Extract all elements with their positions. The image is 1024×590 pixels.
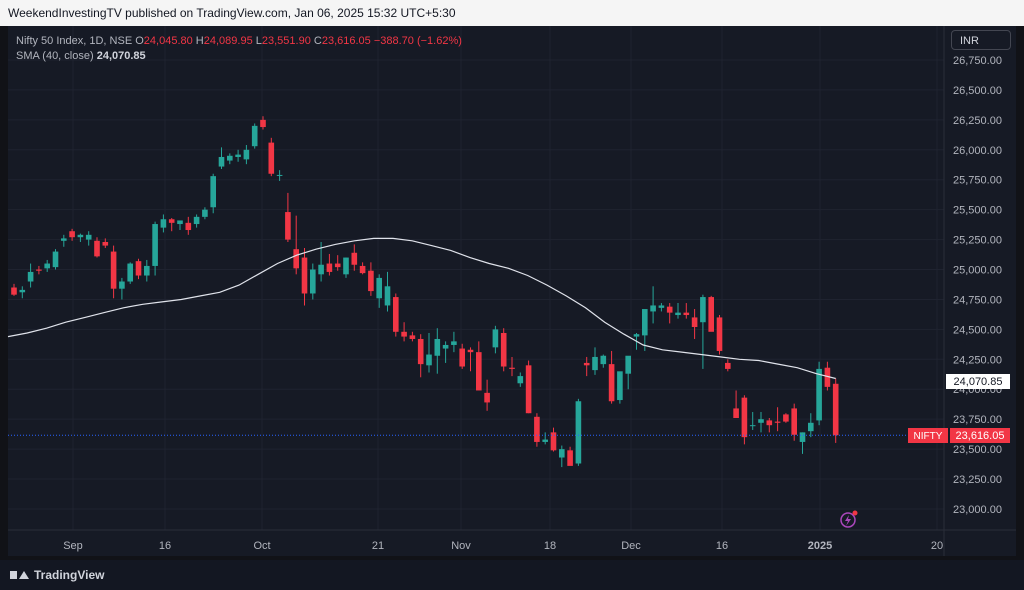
- tradingview-logo-icon: [10, 569, 29, 581]
- change-value: −388.70 (−1.62%): [373, 35, 462, 47]
- footer-brand: TradingView: [34, 568, 105, 582]
- low-value: 23,551.90: [261, 35, 311, 47]
- footer-bar: TradingView: [0, 560, 1024, 590]
- sma-value: 24,070.85: [96, 50, 146, 62]
- currency-button[interactable]: INR: [951, 30, 1011, 50]
- close-value: 23,616.05: [321, 35, 371, 47]
- close-label: C: [313, 35, 322, 47]
- high-value: 24,089.95: [203, 35, 253, 47]
- ohlc-row: Nifty 50 Index, 1D, NSE O24,045.80 H24,0…: [16, 34, 462, 49]
- low-label: L: [255, 35, 262, 47]
- tradingview-logo[interactable]: TradingView: [10, 568, 104, 582]
- chart-legend: Nifty 50 Index, 1D, NSE O24,045.80 H24,0…: [16, 34, 462, 64]
- publisher-bar: WeekendInvestingTV published on TradingV…: [0, 0, 1024, 26]
- sma-row: SMA (40, close) 24,070.85: [16, 49, 462, 64]
- sma-label: SMA (40, close): [16, 50, 94, 62]
- open-label: O: [135, 35, 144, 47]
- symbol-label: Nifty 50 Index, 1D, NSE: [16, 35, 133, 47]
- open-value: 24,045.80: [143, 35, 193, 47]
- chart-pane[interactable]: [8, 26, 1016, 556]
- high-label: H: [195, 35, 204, 47]
